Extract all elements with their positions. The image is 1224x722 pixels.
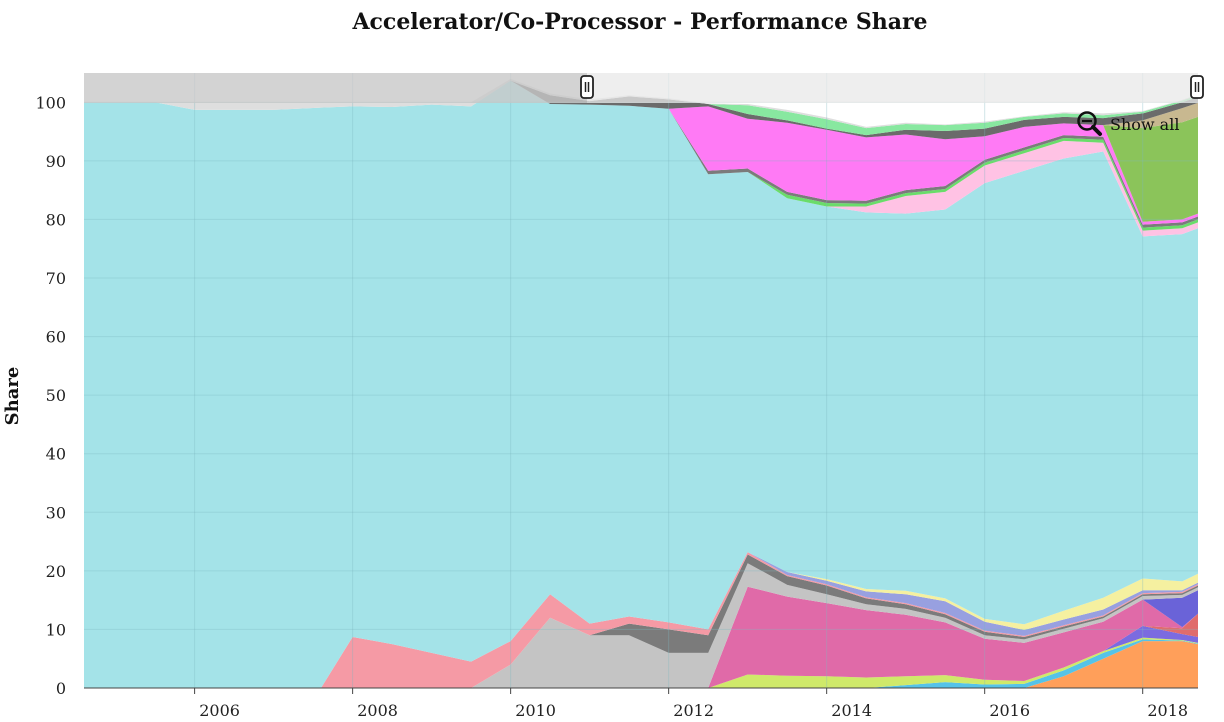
- y-tick-label: 0: [56, 679, 66, 698]
- area-series-8: [84, 563, 1198, 688]
- y-tick-label: 40: [46, 445, 66, 464]
- area-series-13: [84, 80, 1198, 689]
- y-tick-label: 60: [46, 328, 66, 347]
- y-tick-label: 10: [46, 620, 66, 639]
- area-series-11: [84, 552, 1198, 688]
- area-series-14: [84, 80, 1198, 237]
- chart-title: Accelerator/Co-Processor - Performance S…: [351, 9, 927, 35]
- x-tick-label: 2006: [199, 701, 240, 720]
- y-axis-label: Share: [2, 367, 23, 426]
- area-series-6: [84, 586, 1198, 688]
- show-all-button[interactable]: Show all: [1077, 111, 1180, 136]
- area-series-22: [84, 78, 1198, 129]
- range-handle-right[interactable]: [1190, 75, 1204, 99]
- x-axis: 2006 2008 2010 2012 2014 2016 2018: [84, 687, 1198, 720]
- range-selector-track[interactable]: [587, 73, 1198, 103]
- show-all-label[interactable]: Show all: [1110, 115, 1179, 134]
- zoom-out-icon[interactable]: [1077, 111, 1102, 136]
- area-series-1: [84, 641, 1198, 688]
- range-selector-selected[interactable]: [84, 73, 587, 103]
- area-series-10: [84, 552, 1198, 688]
- area-series-15: [84, 80, 1198, 231]
- y-tick-label: 90: [46, 152, 66, 171]
- x-tick-label: 2010: [515, 701, 556, 720]
- area-series-17: [84, 80, 1198, 225]
- y-tick-label: 50: [46, 386, 66, 405]
- range-handle-left[interactable]: [580, 75, 594, 99]
- y-axis: 0 10 20 30 40 50 60 70 80 90 100: [35, 93, 66, 698]
- y-tick-label: 100: [35, 93, 66, 112]
- y-tick-label: 70: [46, 269, 66, 288]
- y-tick-label: 30: [46, 503, 66, 522]
- x-tick-label: 2016: [989, 701, 1030, 720]
- x-tick-label: 2018: [1147, 701, 1188, 720]
- y-tick-label: 80: [46, 210, 66, 229]
- x-tick-label: 2008: [357, 701, 398, 720]
- area-layers: [84, 78, 1198, 689]
- x-tick-label: 2014: [831, 701, 872, 720]
- x-tick-label: 2012: [673, 701, 714, 720]
- area-series-16: [84, 80, 1198, 228]
- y-tick-label: 20: [46, 562, 66, 581]
